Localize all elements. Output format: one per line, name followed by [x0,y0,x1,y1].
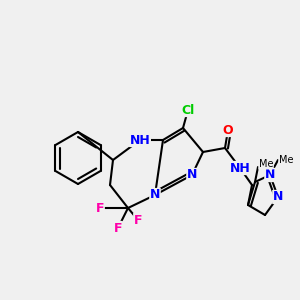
Text: Me: Me [259,159,273,169]
Text: Cl: Cl [182,103,195,116]
Text: F: F [114,221,122,235]
Text: N: N [187,169,197,182]
Text: NH: NH [230,161,250,175]
Text: N: N [265,169,275,182]
Text: N: N [273,190,283,203]
Text: F: F [96,202,104,214]
Text: O: O [223,124,233,136]
Text: F: F [134,214,142,226]
Text: N: N [150,188,160,202]
Text: Me: Me [279,155,293,165]
Text: NH: NH [130,134,150,146]
